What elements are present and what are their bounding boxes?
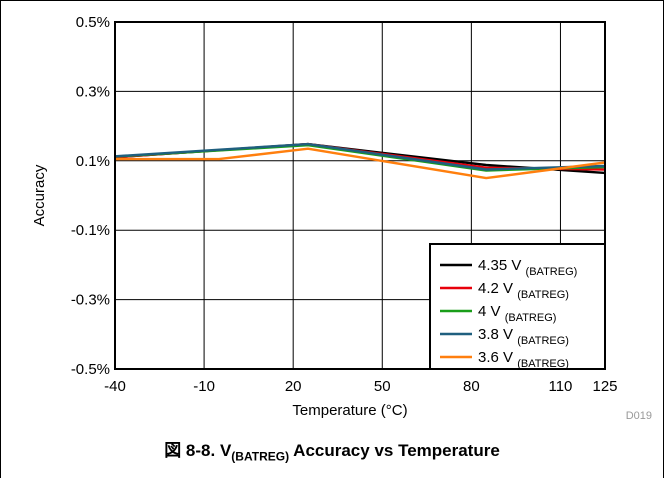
legend-label-main: 4.2 V	[478, 280, 517, 297]
x-tick-label: 110	[548, 378, 572, 395]
legend-label-main: 3.6 V	[478, 349, 517, 366]
x-tick-label: 80	[463, 378, 480, 395]
x-tick-label: 50	[374, 378, 391, 395]
y-tick-label: -0.5%	[71, 361, 110, 378]
series-line-5	[115, 147, 606, 180]
y-tick-label: 0.5%	[76, 14, 110, 31]
caption-subscript: (BATREG)	[231, 449, 290, 464]
plot-border	[114, 21, 606, 370]
x-axis-label: Temperature (°C)	[292, 402, 407, 419]
x-tick-label: -40	[104, 378, 126, 395]
y-tick-label: -0.1%	[71, 222, 110, 239]
figure-id: D019	[625, 410, 652, 422]
legend-label-subscript: (BATREG)	[517, 358, 569, 370]
y-tick-label: 0.1%	[76, 153, 110, 170]
caption-suffix: Accuracy vs Temperature	[289, 441, 500, 460]
legend-label: 4.35 V (BATREG)	[478, 257, 577, 278]
legend-box	[429, 243, 606, 370]
legend-label: 3.6 V (BATREG)	[478, 349, 569, 370]
legend-label: 4.2 V (BATREG)	[478, 280, 569, 301]
x-tick-label: 125	[592, 378, 617, 395]
legend-label-main: 4 V	[478, 303, 505, 320]
legend-label-subscript: (BATREG)	[505, 312, 557, 324]
series-line-4	[114, 142, 606, 171]
legend-label-main: 4.35 V	[478, 257, 526, 274]
caption-prefix: 図 8-8. V	[164, 441, 232, 460]
x-tick-label: 20	[285, 378, 302, 395]
legend-label-subscript: (BATREG)	[517, 335, 569, 347]
y-tick-label: 0.3%	[76, 83, 110, 100]
legend-label: 3.8 V (BATREG)	[478, 326, 569, 347]
legend-label-main: 3.8 V	[478, 326, 517, 343]
y-axis-label: Accuracy	[31, 164, 48, 226]
x-tick-label: -10	[193, 378, 215, 395]
figure-caption: 図 8-8. V(BATREG) Accuracy vs Temperature	[0, 436, 664, 463]
y-tick-label: -0.3%	[71, 292, 110, 309]
legend-label-subscript: (BATREG)	[526, 266, 578, 278]
legend-label-subscript: (BATREG)	[517, 289, 569, 301]
legend-label: 4 V (BATREG)	[478, 303, 556, 324]
